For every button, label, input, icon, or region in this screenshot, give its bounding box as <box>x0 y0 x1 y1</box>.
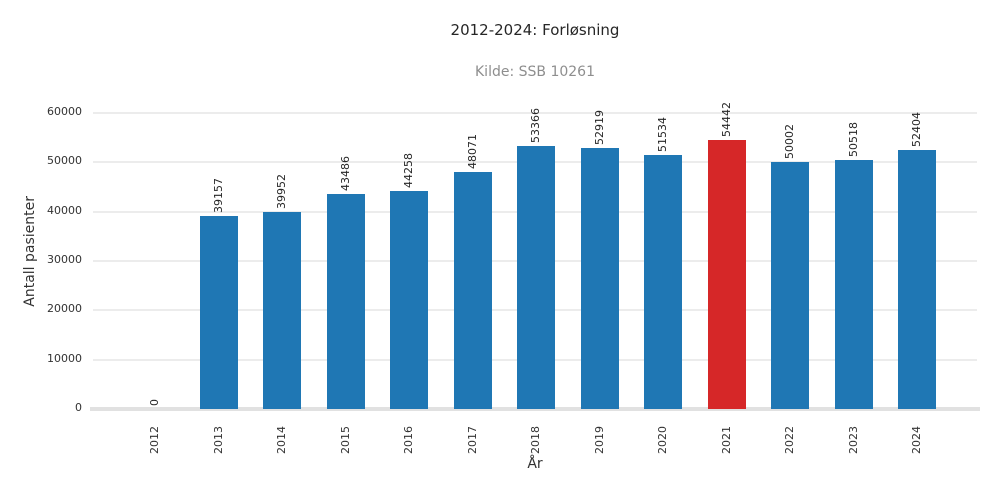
bar-value-label: 50518 <box>846 121 860 157</box>
bar-value-label: 54442 <box>719 102 733 138</box>
bar-value-label: 52404 <box>910 112 923 148</box>
bar <box>453 171 492 409</box>
y-tick-label: 20000 <box>47 302 82 316</box>
y-tick-label: 30000 <box>47 253 82 266</box>
axis-baseline <box>90 407 980 411</box>
x-tick-label: 2016 <box>402 426 415 454</box>
y-tick-label: 10000 <box>47 351 82 365</box>
x-axis-label: År <box>527 456 543 472</box>
bar <box>326 194 365 409</box>
bar-value-label: 39157 <box>211 177 225 213</box>
bar <box>580 147 619 409</box>
chart-subtitle: Kilde: SSB 10261 <box>475 64 595 80</box>
x-tick-label: 2020 <box>656 426 669 454</box>
bar <box>707 140 746 409</box>
x-tick-label: 2022 <box>783 426 796 454</box>
bar-value-label: 43486 <box>338 156 352 192</box>
bar <box>898 150 936 409</box>
x-tick-label: 2013 <box>211 426 225 454</box>
x-tick-label: 2023 <box>846 426 860 454</box>
bar-value-label: 39952 <box>275 173 288 209</box>
bar <box>199 215 238 409</box>
x-tick-label: 2018 <box>529 426 542 454</box>
bar <box>834 159 873 409</box>
bar-value-label: 0 <box>148 399 161 406</box>
bar-value-label: 52919 <box>592 109 606 145</box>
bar-value-label: 44258 <box>402 152 415 188</box>
gridline <box>93 112 977 114</box>
x-tick-label: 2019 <box>592 426 606 454</box>
x-tick-label: 2017 <box>465 426 479 454</box>
x-tick-label: 2024 <box>910 426 923 454</box>
bar <box>771 162 809 409</box>
y-tick-label: 40000 <box>47 203 82 217</box>
bar <box>390 190 428 409</box>
x-tick-label: 2012 <box>148 426 161 454</box>
bar <box>263 211 301 409</box>
y-tick-label: 50000 <box>47 154 82 168</box>
bar-value-label: 53366 <box>529 107 542 143</box>
y-tick-label: 60000 <box>47 105 82 118</box>
bar-value-label: 50002 <box>783 124 796 160</box>
x-tick-label: 2021 <box>719 426 733 454</box>
y-tick-label: 0 <box>75 401 82 414</box>
bar <box>644 154 682 409</box>
bar <box>517 145 555 409</box>
bar-value-label: 51534 <box>656 116 669 152</box>
chart-title: 2012-2024: Forløsning <box>450 21 620 39</box>
x-tick-label: 2014 <box>275 426 288 454</box>
x-tick-label: 2015 <box>338 426 352 454</box>
bar-value-label: 48071 <box>465 133 479 169</box>
